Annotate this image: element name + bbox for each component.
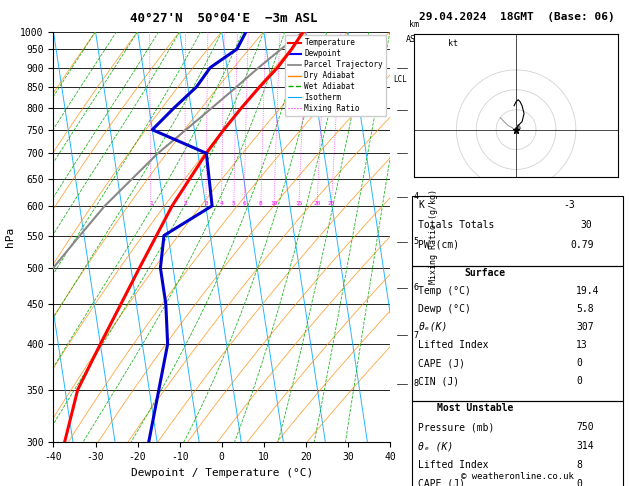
Text: Temp (°C): Temp (°C) xyxy=(418,286,471,296)
Text: 4: 4 xyxy=(413,192,418,201)
Text: 20: 20 xyxy=(313,201,321,206)
Text: 5: 5 xyxy=(413,237,418,246)
Bar xyxy=(412,266,623,401)
Text: 0: 0 xyxy=(576,376,582,386)
Text: Mixing Ratio (g/kg): Mixing Ratio (g/kg) xyxy=(429,190,438,284)
Text: 6: 6 xyxy=(242,201,246,206)
Text: K: K xyxy=(418,200,424,210)
Text: 2: 2 xyxy=(413,105,418,114)
Text: km: km xyxy=(409,20,418,30)
Text: 7: 7 xyxy=(413,330,418,340)
Legend: Temperature, Dewpoint, Parcel Trajectory, Dry Adiabat, Wet Adiabat, Isotherm, Mi: Temperature, Dewpoint, Parcel Trajectory… xyxy=(284,35,386,116)
Text: CAPE (J): CAPE (J) xyxy=(418,358,465,368)
Text: Lifted Index: Lifted Index xyxy=(418,460,489,470)
Text: 750: 750 xyxy=(576,422,594,432)
Text: 5.8: 5.8 xyxy=(576,304,594,314)
Text: 6: 6 xyxy=(413,283,418,292)
Text: 0: 0 xyxy=(576,479,582,486)
Text: 3: 3 xyxy=(413,148,418,157)
Text: 8: 8 xyxy=(576,460,582,470)
Text: Surface: Surface xyxy=(465,268,506,278)
Text: 1: 1 xyxy=(149,201,153,206)
Text: θₑ(K): θₑ(K) xyxy=(418,322,448,332)
Text: 25: 25 xyxy=(328,201,335,206)
Text: -3: -3 xyxy=(564,200,576,210)
Text: 2: 2 xyxy=(183,201,187,206)
Text: 4: 4 xyxy=(220,201,223,206)
Bar xyxy=(412,196,623,266)
Text: 10: 10 xyxy=(270,201,278,206)
Text: 13: 13 xyxy=(576,340,588,350)
Text: 3: 3 xyxy=(204,201,208,206)
Bar xyxy=(412,401,623,486)
Text: 8: 8 xyxy=(259,201,263,206)
Text: Pressure (mb): Pressure (mb) xyxy=(418,422,494,432)
Text: 8: 8 xyxy=(413,380,418,388)
Text: © weatheronline.co.uk: © weatheronline.co.uk xyxy=(460,472,574,481)
Text: 1: 1 xyxy=(413,64,418,72)
Text: Lifted Index: Lifted Index xyxy=(418,340,489,350)
Text: ASL: ASL xyxy=(406,35,421,44)
X-axis label: Dewpoint / Temperature (°C): Dewpoint / Temperature (°C) xyxy=(131,468,313,478)
Text: kt: kt xyxy=(448,39,459,48)
Text: 5: 5 xyxy=(232,201,236,206)
Text: PW (cm): PW (cm) xyxy=(418,240,459,250)
Text: θₑ (K): θₑ (K) xyxy=(418,441,454,451)
Text: 40°27'N  50°04'E  −3m ASL: 40°27'N 50°04'E −3m ASL xyxy=(130,12,317,25)
Text: Dewp (°C): Dewp (°C) xyxy=(418,304,471,314)
Text: 15: 15 xyxy=(295,201,303,206)
Text: LCL: LCL xyxy=(393,75,407,85)
Text: 0.79: 0.79 xyxy=(570,240,594,250)
Text: 0: 0 xyxy=(576,358,582,368)
Text: 307: 307 xyxy=(576,322,594,332)
Y-axis label: hPa: hPa xyxy=(4,227,14,247)
Text: CIN (J): CIN (J) xyxy=(418,376,459,386)
Text: 19.4: 19.4 xyxy=(576,286,600,296)
Text: 30: 30 xyxy=(581,220,593,230)
Text: 29.04.2024  18GMT  (Base: 06): 29.04.2024 18GMT (Base: 06) xyxy=(419,12,615,22)
Text: Totals Totals: Totals Totals xyxy=(418,220,494,230)
Text: Most Unstable: Most Unstable xyxy=(437,403,514,413)
Text: CAPE (J): CAPE (J) xyxy=(418,479,465,486)
Text: 314: 314 xyxy=(576,441,594,451)
